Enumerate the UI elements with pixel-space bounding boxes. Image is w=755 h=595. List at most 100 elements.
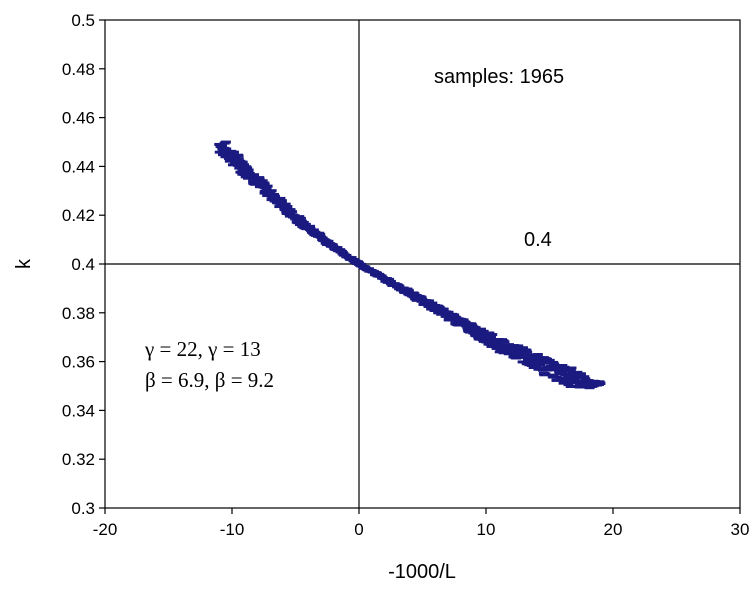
data-point bbox=[529, 357, 540, 361]
data-point bbox=[595, 382, 606, 386]
data-point bbox=[285, 212, 296, 216]
data-point bbox=[384, 277, 395, 281]
data-point bbox=[295, 216, 306, 220]
data-point bbox=[336, 250, 347, 254]
data-point bbox=[563, 383, 574, 387]
y-tick-label: 0.48 bbox=[62, 60, 95, 79]
x-tick-label: -20 bbox=[93, 520, 118, 539]
data-point bbox=[280, 202, 291, 206]
data-point bbox=[233, 153, 244, 157]
data-point bbox=[503, 352, 514, 356]
data-point bbox=[268, 192, 279, 196]
data-point bbox=[237, 160, 248, 164]
data-point bbox=[219, 141, 230, 145]
data-point bbox=[520, 348, 531, 352]
data-point bbox=[254, 176, 265, 180]
data-point bbox=[448, 313, 459, 317]
x-tick-label: 10 bbox=[477, 520, 496, 539]
x-tick-label: 30 bbox=[731, 520, 750, 539]
data-point bbox=[314, 233, 325, 237]
data-point bbox=[259, 181, 270, 185]
data-point bbox=[491, 346, 502, 350]
y-tick-label: 0.38 bbox=[62, 304, 95, 323]
data-point bbox=[228, 150, 239, 154]
data-point bbox=[438, 308, 449, 312]
y-tick-label: 0.5 bbox=[71, 11, 95, 30]
data-point bbox=[549, 362, 560, 366]
data-point bbox=[276, 199, 287, 203]
x-tick-label: -10 bbox=[220, 520, 245, 539]
data-point bbox=[452, 318, 463, 322]
beta-annotation: β = 6.9, β = 9.2 bbox=[145, 368, 274, 392]
y-axis-title: k bbox=[13, 258, 35, 269]
data-point bbox=[300, 222, 311, 226]
data-point bbox=[517, 346, 528, 350]
data-point bbox=[459, 320, 470, 324]
data-point bbox=[241, 165, 252, 169]
data-point bbox=[470, 326, 481, 330]
x-axis-title: -1000/L bbox=[388, 561, 456, 583]
data-point bbox=[233, 157, 244, 161]
data-point bbox=[294, 215, 305, 219]
data-point bbox=[276, 200, 287, 204]
data-point bbox=[559, 365, 570, 369]
data-point bbox=[513, 344, 524, 348]
data-point bbox=[481, 339, 492, 343]
data-point bbox=[485, 336, 496, 340]
data-point bbox=[254, 177, 265, 181]
data-point bbox=[547, 373, 558, 377]
samples-annotation: samples: 1965 bbox=[434, 66, 564, 88]
data-point bbox=[557, 370, 568, 374]
data-point bbox=[262, 184, 273, 188]
data-point bbox=[478, 329, 489, 333]
x-axis-ticks: -20 -10 0 10 20 30 bbox=[93, 508, 750, 539]
data-point bbox=[416, 295, 427, 299]
data-point bbox=[477, 331, 488, 335]
data-point bbox=[548, 360, 559, 364]
data-point bbox=[394, 284, 405, 288]
data-point bbox=[575, 372, 586, 376]
x-tick-label: 20 bbox=[604, 520, 623, 539]
y-tick-label: 0.3 bbox=[71, 499, 95, 518]
data-point bbox=[499, 340, 510, 344]
data-point bbox=[273, 197, 284, 201]
y-tick-label: 0.44 bbox=[62, 157, 95, 176]
x-tick-label: 0 bbox=[354, 520, 363, 539]
data-points bbox=[214, 140, 606, 390]
data-point bbox=[539, 373, 550, 377]
data-point bbox=[544, 358, 555, 362]
data-point bbox=[531, 365, 542, 369]
data-point bbox=[320, 240, 331, 244]
data-point bbox=[565, 368, 576, 372]
data-point bbox=[250, 182, 261, 186]
data-point bbox=[260, 186, 271, 190]
data-point bbox=[443, 310, 454, 314]
data-point bbox=[305, 224, 316, 228]
y-axis-ticks: 0.3 0.32 0.34 0.36 0.38 0.4 0.42 0.44 0.46 0.48 0.… bbox=[62, 11, 105, 518]
data-point bbox=[579, 375, 590, 379]
data-point bbox=[282, 205, 293, 209]
data-point bbox=[325, 243, 336, 247]
data-point bbox=[524, 360, 535, 364]
data-point bbox=[287, 210, 298, 214]
data-point bbox=[284, 208, 295, 212]
data-point bbox=[532, 353, 543, 357]
data-point bbox=[535, 363, 546, 367]
data-point bbox=[574, 379, 585, 383]
data-point bbox=[407, 291, 418, 295]
y-tick-label: 0.36 bbox=[62, 353, 95, 372]
data-point bbox=[450, 315, 461, 319]
reference-value-annotation: 0.4 bbox=[524, 229, 552, 251]
y-tick-label: 0.42 bbox=[62, 206, 95, 225]
data-point bbox=[558, 378, 569, 382]
data-point bbox=[239, 163, 250, 167]
y-tick-label: 0.34 bbox=[62, 401, 95, 420]
data-point bbox=[566, 366, 577, 370]
y-tick-label: 0.4 bbox=[71, 255, 95, 274]
data-point bbox=[511, 347, 522, 351]
data-point bbox=[217, 143, 228, 147]
data-point bbox=[551, 375, 562, 379]
data-point bbox=[522, 350, 533, 354]
data-point bbox=[298, 220, 309, 224]
